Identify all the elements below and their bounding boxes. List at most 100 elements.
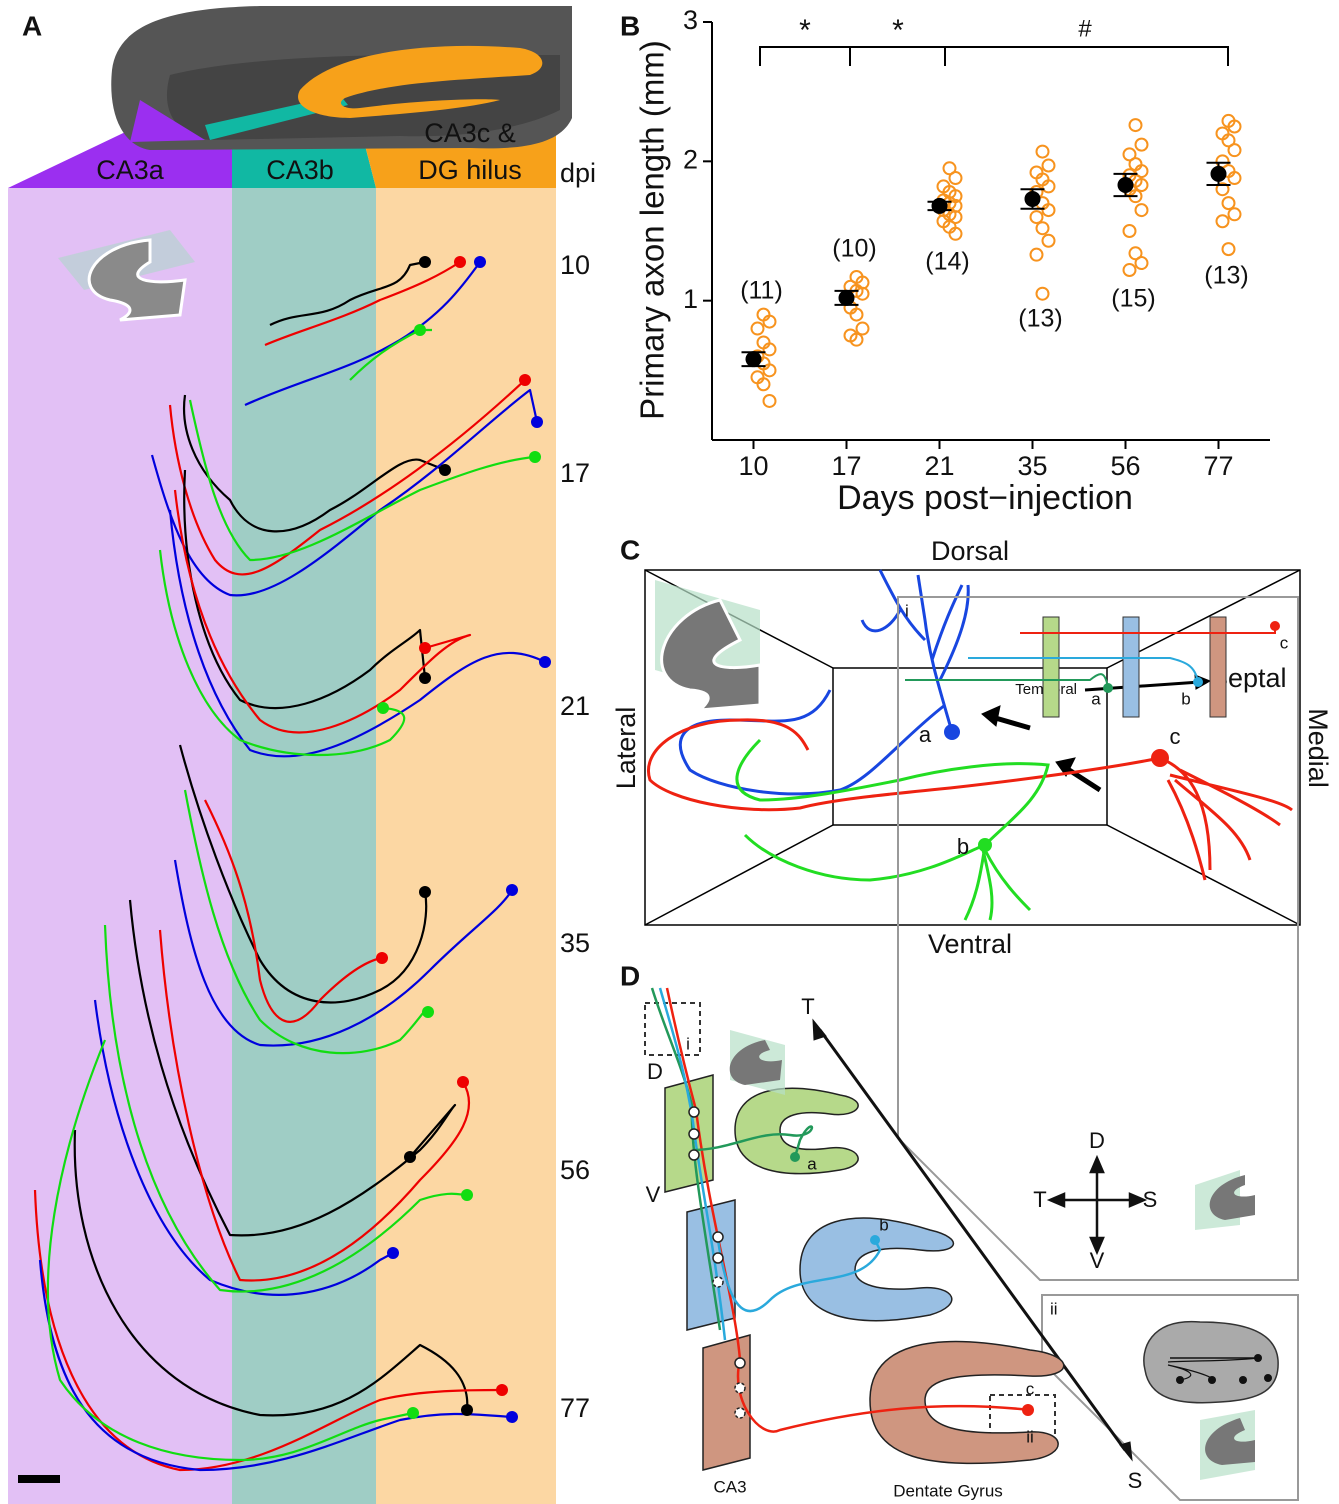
chart: B Primary axon length (mm) Days post−inj… — [620, 5, 1270, 517]
soma-dot — [414, 324, 426, 336]
inset-ii-schematic — [1176, 1376, 1184, 1384]
data-point — [1136, 204, 1148, 216]
data-point — [857, 323, 869, 335]
soma-dot — [531, 416, 543, 428]
inset-ii-schematic — [1144, 1322, 1278, 1403]
significance-bracket — [760, 47, 850, 66]
soma-dot — [454, 256, 466, 268]
data-point — [752, 323, 764, 335]
soma-dot — [529, 451, 541, 463]
hippocampus-icon — [655, 580, 760, 710]
mean-point — [1025, 191, 1041, 207]
panel-label: A — [22, 10, 42, 41]
x-tick-label: 17 — [831, 451, 861, 481]
figure: A CA3a CA3b CA3c & DG hilus dpi 10 17 21… — [0, 0, 1339, 1504]
significance-mark: * — [892, 14, 904, 47]
soma-dot — [539, 656, 551, 668]
axis-label: Lateral — [611, 707, 641, 790]
inset-ii-schematic — [1144, 1322, 1278, 1403]
inset-ii-schematic — [1239, 1376, 1247, 1384]
scale-bar — [18, 1475, 60, 1483]
soma-dot — [461, 1404, 473, 1416]
n-label: (11) — [740, 277, 783, 305]
mean-point — [746, 351, 762, 367]
soma — [1103, 683, 1113, 693]
panel-a-background — [232, 188, 376, 1504]
axis-label: Ventral — [928, 929, 1012, 959]
direction-arrow — [982, 706, 1000, 726]
data-point — [1031, 211, 1043, 223]
cell-label: a — [1091, 689, 1101, 708]
significance-mark: * — [799, 14, 811, 47]
neuron-trace — [648, 720, 1292, 880]
data-point — [1136, 257, 1148, 269]
soma-dot — [404, 1151, 416, 1163]
panel-label: B — [620, 10, 640, 41]
data-point — [1217, 215, 1229, 227]
soma — [790, 1152, 800, 1162]
compass-label: S — [1143, 1187, 1158, 1212]
slice-diagram — [870, 1342, 1064, 1464]
region-label: Dentate Gyrus — [893, 1481, 1003, 1500]
soma — [1193, 677, 1203, 687]
cell-label: b — [1181, 689, 1190, 708]
panel-label: D — [620, 960, 640, 991]
data-point — [1043, 160, 1055, 172]
perspective-box — [645, 825, 833, 925]
soma-dot — [519, 374, 531, 386]
n-label: (15) — [1111, 285, 1155, 313]
mean-point — [932, 198, 948, 214]
data-point — [1043, 235, 1055, 247]
soma-dot — [377, 702, 389, 714]
inset-ii-schematic — [1254, 1354, 1262, 1362]
soma — [1022, 1404, 1034, 1416]
significance-bracket — [760, 47, 1228, 66]
cell-label: b — [879, 1215, 888, 1234]
dpi-label: 21 — [560, 691, 590, 721]
soma-dot — [506, 1411, 518, 1423]
axon-marker — [735, 1383, 745, 1393]
axis-label: Dorsal — [931, 536, 1009, 566]
data-point — [1229, 144, 1241, 156]
compass-label: T — [1033, 1187, 1046, 1212]
panel-label: C — [620, 534, 640, 565]
dpi-header: dpi — [560, 158, 596, 188]
cell-label: b — [957, 834, 969, 859]
data-point — [1037, 146, 1049, 158]
significance-bracket — [850, 47, 945, 66]
slice-diagram — [800, 1218, 953, 1321]
compass — [1050, 1158, 1144, 1252]
compass-label: V — [1090, 1248, 1105, 1273]
soma-dot — [419, 642, 431, 654]
axis-label: V — [646, 1182, 661, 1207]
data-point — [1223, 243, 1235, 255]
axon-marker — [713, 1232, 723, 1242]
inset-ii-schematic — [1208, 1376, 1216, 1384]
n-label: (13) — [1018, 305, 1062, 333]
x-tick-label: 77 — [1203, 451, 1233, 481]
significance-mark: # — [1078, 15, 1092, 42]
cell-label: c — [1170, 724, 1181, 749]
axon-marker — [689, 1129, 699, 1139]
ta-axis-arrow — [1120, 1442, 1132, 1460]
soma-dot — [506, 884, 518, 896]
cell-label: a — [919, 722, 932, 747]
axis-label: D — [647, 1059, 663, 1084]
x-tick-label: 35 — [1017, 451, 1047, 481]
soma — [978, 838, 992, 852]
cell-label: c — [1026, 1379, 1035, 1398]
soma-dot — [457, 1076, 469, 1088]
y-axis-title: Primary axon length (mm) — [634, 40, 671, 420]
inset-tag: ii — [1026, 1427, 1034, 1446]
soma — [944, 724, 960, 740]
mean-point — [839, 290, 855, 306]
significance-bracket — [945, 47, 1228, 66]
x-tick-label: 10 — [738, 451, 768, 481]
cell-label: c — [1280, 633, 1289, 652]
soma-dot — [419, 886, 431, 898]
axon-marker — [689, 1107, 699, 1117]
region-label: CA3b — [266, 155, 334, 185]
data-point — [1031, 249, 1043, 261]
data-point — [1130, 119, 1142, 131]
region-label: DG hilus — [418, 155, 522, 185]
